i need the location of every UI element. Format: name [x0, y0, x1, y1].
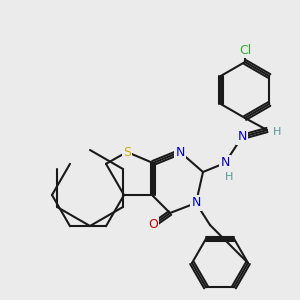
Text: O: O — [148, 218, 158, 232]
Text: S: S — [123, 146, 131, 158]
Text: N: N — [191, 196, 201, 209]
Text: N: N — [175, 146, 185, 158]
Text: H: H — [273, 127, 281, 137]
Text: Cl: Cl — [239, 44, 251, 56]
Text: N: N — [220, 157, 230, 169]
Text: H: H — [225, 172, 233, 182]
Text: N: N — [237, 130, 247, 143]
